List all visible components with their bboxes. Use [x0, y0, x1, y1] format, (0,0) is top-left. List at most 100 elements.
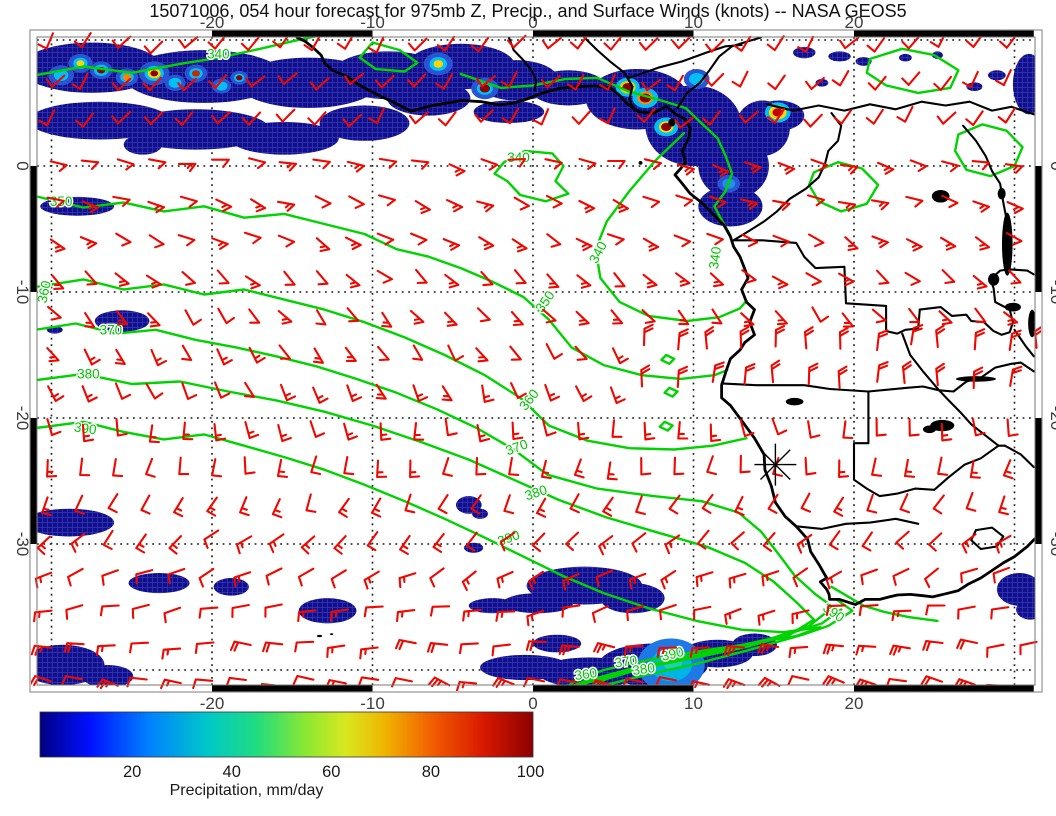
contour-label: 340 — [507, 150, 530, 165]
precip-blob — [128, 572, 190, 594]
height-contour-340 — [493, 149, 570, 203]
axis-tick-labels: -20 -10 0 10 20 -20 -10 0 10 20 0 -10 -20 -30 0 -10 -20 -… — [13, 13, 1056, 713]
colorbar-tick: 60 — [322, 763, 340, 781]
contour-label: 360 — [574, 665, 598, 683]
colorbar: 20 40 60 80 100 Precipitation, mm/day — [39, 711, 544, 799]
height-contour-340 — [953, 123, 1024, 178]
precip-core — [150, 70, 159, 77]
axis-tick-top: 20 — [845, 13, 864, 32]
lake — [988, 273, 1000, 286]
country-border — [938, 361, 1035, 393]
zebra-segment — [1035, 166, 1042, 292]
country-border — [1003, 444, 1035, 469]
station-marker — [754, 443, 797, 486]
axis-tick-right: -20 — [1047, 406, 1056, 431]
lake — [923, 425, 936, 434]
zebra-segment — [30, 166, 37, 292]
zebra-segment — [533, 30, 694, 37]
contour-label: 370 — [503, 436, 529, 458]
precip-core — [76, 60, 85, 67]
lake — [668, 118, 676, 127]
country-border — [970, 526, 1005, 551]
precip-blob — [319, 105, 410, 141]
contour-label: 340 — [586, 239, 610, 266]
country-border — [796, 517, 920, 530]
country-border — [720, 382, 870, 393]
axis-tick-left: -20 — [13, 406, 32, 431]
precip-blob — [1016, 599, 1035, 620]
zebra-segment — [533, 685, 694, 692]
colorbar-tick: 100 — [517, 763, 545, 781]
precip-blob — [855, 57, 872, 66]
lake — [997, 188, 1006, 200]
precip-blob — [533, 634, 582, 653]
height-contour-360 — [830, 585, 939, 623]
lake — [785, 397, 804, 406]
axis-tick-right: 0 — [1047, 161, 1056, 170]
axis-tick-right: -10 — [1047, 280, 1056, 305]
precip-blob — [931, 51, 944, 59]
height-contour-390 — [37, 420, 822, 685]
lake — [931, 189, 950, 203]
lake — [329, 633, 334, 635]
country-border — [938, 389, 1006, 447]
contour-label: 340 — [207, 47, 230, 62]
lake — [316, 634, 323, 638]
height-contour-340 — [459, 72, 734, 237]
asterisk-marker — [754, 443, 797, 486]
axis-tick-right: -30 — [1047, 532, 1056, 557]
axis-tick-top: 0 — [528, 13, 537, 32]
precip-blob — [898, 53, 912, 62]
axis-tick-bottom: 10 — [684, 694, 703, 713]
zebra-segment — [854, 30, 1034, 37]
country-border — [676, 37, 762, 110]
country-border — [885, 304, 921, 335]
figure-title: 15071006, 054 hour forecast for 975mb Z,… — [149, 1, 907, 21]
lake — [638, 160, 643, 165]
precip-blob — [123, 134, 163, 155]
colorbar-tick: 20 — [123, 763, 141, 781]
precip-blob — [828, 51, 851, 62]
precip-blob — [82, 664, 134, 685]
axis-tick-left: -10 — [13, 280, 32, 305]
coastline-borders-layer — [295, 37, 1035, 638]
contour-label: 380 — [77, 367, 100, 382]
country-border — [732, 112, 843, 242]
africa-coastline — [295, 37, 1035, 606]
lake — [1028, 309, 1035, 338]
height-contour-360 — [658, 420, 674, 432]
precip-blob — [386, 80, 471, 116]
height-contour-360 — [660, 353, 676, 365]
height-contour-340 — [865, 47, 960, 95]
wind-barbs — [31, 31, 1041, 691]
precip-core — [433, 60, 444, 68]
colorbar-tick: 40 — [223, 763, 241, 781]
height-contour-380 — [37, 372, 816, 685]
colorbar-caption: Precipitation, mm/day — [170, 782, 324, 799]
axis-tick-top: -20 — [200, 13, 225, 32]
zebra-segment — [30, 418, 37, 544]
height-contour-360 — [37, 278, 748, 451]
precip-blob — [815, 79, 829, 87]
contour-label: 370 — [100, 323, 123, 338]
wind-barbs-layer — [31, 31, 1041, 691]
height-contour-340 — [37, 37, 318, 77]
country-border — [918, 268, 1035, 336]
precip-blob — [463, 542, 484, 553]
height-contour-360 — [663, 386, 679, 398]
country-border — [867, 385, 941, 393]
height-contour-340 — [807, 161, 880, 213]
map-frame — [29, 29, 1043, 693]
country-border — [852, 390, 950, 498]
axis-tick-bottom: -10 — [360, 694, 385, 713]
lake — [1001, 212, 1013, 276]
colorbar-tick-labels: 20 40 60 80 100 — [123, 763, 544, 781]
colorbar-gradient-bar — [39, 711, 534, 758]
outer-frame — [29, 29, 1043, 693]
precip-blob — [996, 572, 1035, 606]
axis-tick-bottom: -20 — [200, 694, 225, 713]
lake — [955, 376, 997, 382]
contour-label: 380 — [631, 660, 655, 678]
